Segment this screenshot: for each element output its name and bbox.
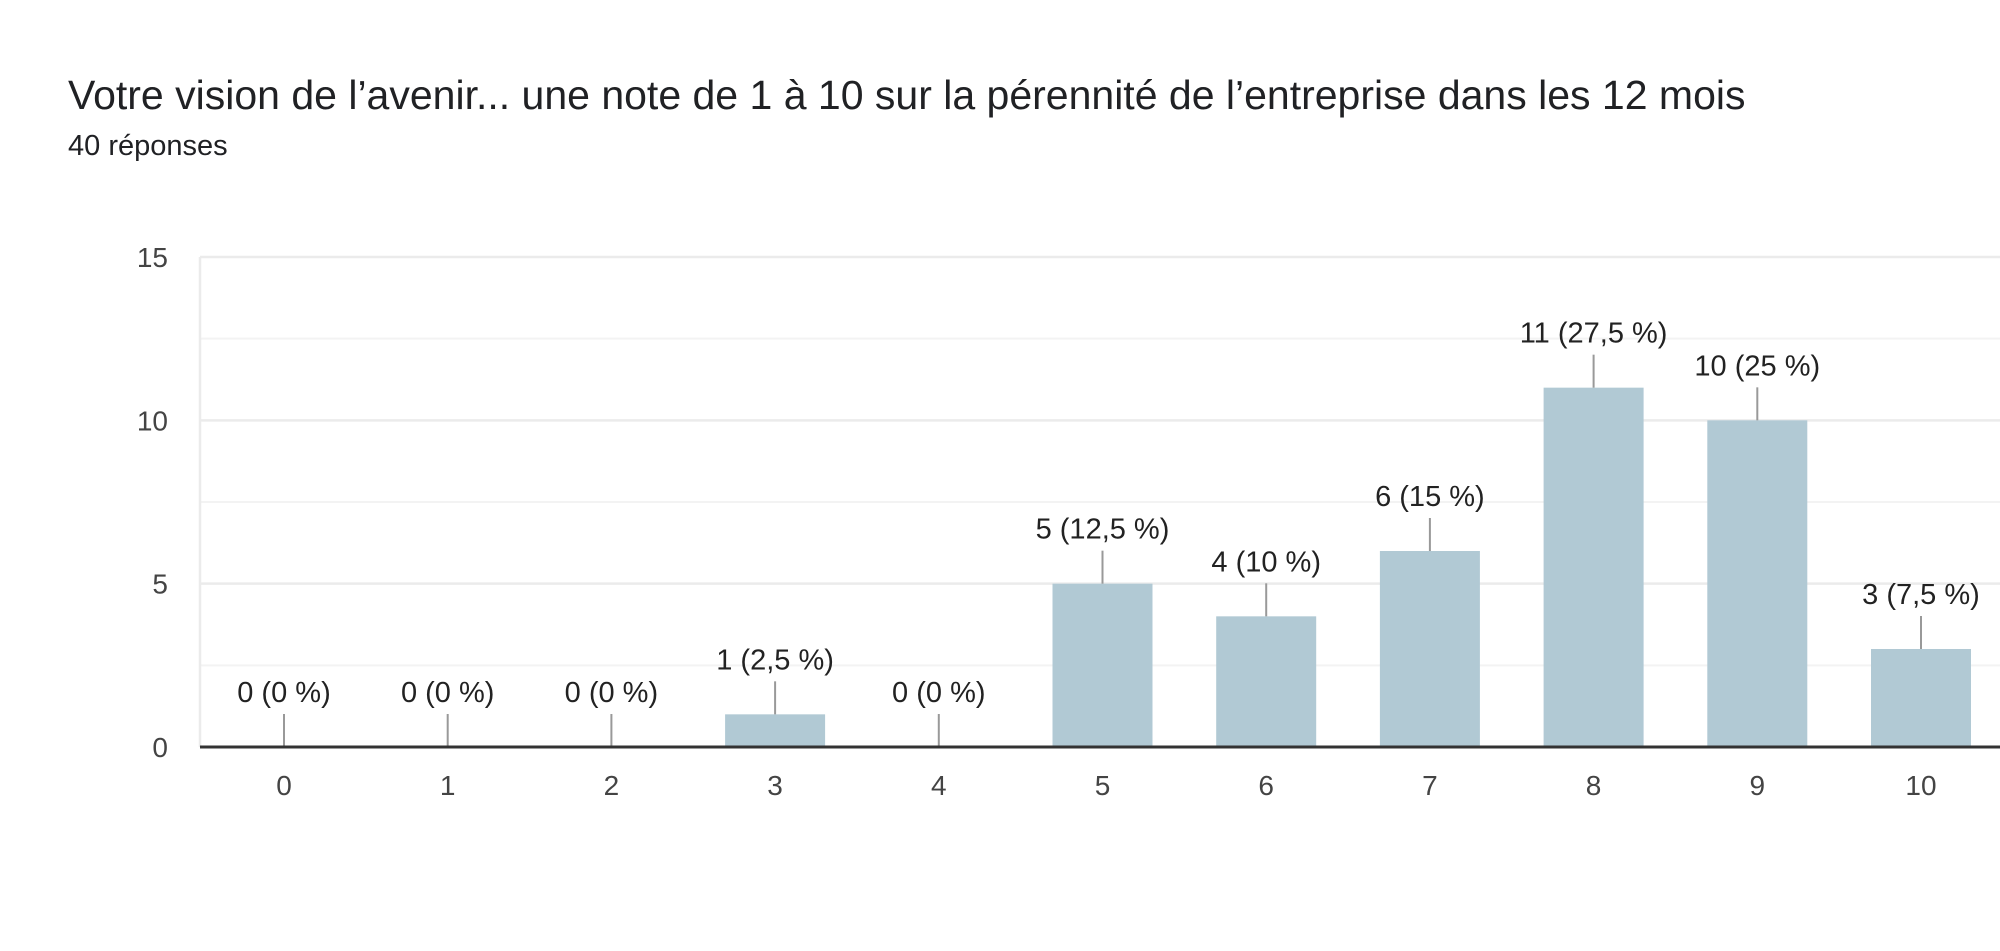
x-tick-label: 5 <box>1095 770 1111 801</box>
x-tick-label: 0 <box>276 770 292 801</box>
bar <box>1052 583 1153 747</box>
x-tick-label: 2 <box>604 770 620 801</box>
data-label: 5 (12,5 %) <box>1036 514 1170 546</box>
x-tick-label: 10 <box>1905 770 1936 801</box>
x-tick-label: 4 <box>931 770 947 801</box>
bar <box>1871 649 1971 747</box>
x-tick-label: 8 <box>1586 770 1602 801</box>
data-label: 4 (10 %) <box>1211 546 1321 578</box>
y-tick-label: 15 <box>137 242 168 273</box>
response-count: 40 réponses <box>68 130 228 162</box>
y-tick-label: 10 <box>137 405 168 436</box>
data-label: 3 (7,5 %) <box>1862 579 1980 611</box>
bar <box>1707 420 1808 747</box>
data-label: 10 (25 %) <box>1694 350 1820 382</box>
data-label: 1 (2,5 %) <box>716 644 834 676</box>
bar <box>1543 387 1644 747</box>
data-label: 0 (0 %) <box>237 677 330 709</box>
chart-title: Votre vision de l’avenir... une note de … <box>68 72 1746 118</box>
data-label: 0 (0 %) <box>401 677 494 709</box>
x-tick-label: 9 <box>1750 770 1766 801</box>
x-tick-label: 3 <box>767 770 783 801</box>
y-tick-label: 0 <box>152 732 168 763</box>
data-label: 0 (0 %) <box>565 677 658 709</box>
data-label: 11 (27,5 %) <box>1520 318 1668 350</box>
bar <box>725 714 826 747</box>
x-tick-label: 7 <box>1422 770 1438 801</box>
x-tick-label: 6 <box>1258 770 1274 801</box>
data-label: 6 (15 %) <box>1375 481 1485 513</box>
bar <box>1379 551 1480 747</box>
y-tick-label: 5 <box>152 569 168 600</box>
bar <box>1216 616 1317 747</box>
x-tick-label: 1 <box>440 770 456 801</box>
chart-header: Votre vision de l’avenir... une note de … <box>68 66 1745 166</box>
data-label: 0 (0 %) <box>892 677 985 709</box>
